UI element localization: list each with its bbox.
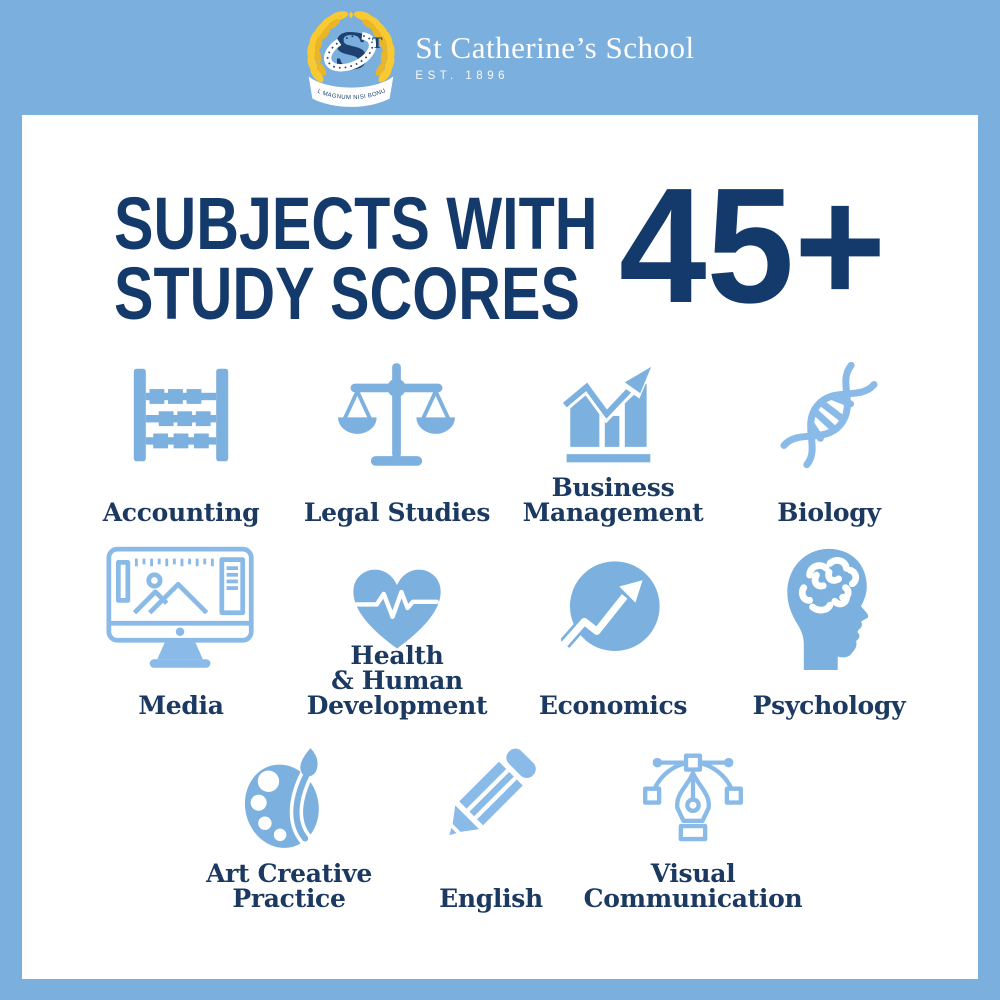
school-name: St Catherine’s School [415, 30, 695, 66]
subject-label: Media [138, 691, 224, 720]
subject-psychology: Psychology [721, 545, 937, 718]
growth-arrow-circle-icon [505, 545, 721, 671]
pencil-icon [371, 737, 611, 863]
subject-visual-communication: Visual Communication [573, 737, 813, 911]
subject-label: Legal Studies [303, 498, 491, 527]
heart-pulse-icon [289, 545, 505, 671]
head-with-brain-icon [721, 545, 937, 671]
subject-label: Psychology [752, 691, 906, 720]
subject-biology: Biology [721, 340, 937, 525]
subject-english: English [371, 737, 611, 911]
subject-label: Accounting [102, 498, 260, 527]
title-line-2: STUDY SCORES [114, 252, 581, 335]
subject-label: Business Management [522, 473, 704, 527]
subject-label: Visual Communication [583, 859, 803, 913]
title-line-1: SUBJECTS WITH [114, 182, 598, 265]
crest-monogram-t: T [373, 36, 384, 52]
subject-economics: Economics [505, 545, 721, 718]
subject-business-management: Business Management [505, 340, 721, 525]
page-title: SUBJECTS WITH STUDY SCORES [114, 182, 598, 335]
subject-art-creative-practice: Art Creative Practice [169, 737, 409, 911]
subject-label: Biology [777, 498, 881, 527]
scales-of-justice-icon [289, 340, 505, 490]
dna-helix-icon [721, 340, 937, 490]
score-value: 45+ [619, 154, 887, 337]
subject-media: Media [73, 545, 289, 718]
crest-monogram-s: S [333, 22, 369, 81]
established-year: EST. 1896 [415, 70, 509, 83]
subject-label: Economics [538, 691, 688, 720]
bar-chart-growth-arrow-icon [505, 340, 721, 490]
subject-label: Art Creative Practice [206, 859, 372, 913]
monitor-image-editor-icon [73, 545, 289, 671]
abacus-icon [73, 340, 289, 490]
header-banner: S T NIL MAGNUM NISI BONUM St Catherine’s… [0, 0, 1000, 115]
subject-legal-studies: Legal Studies [289, 340, 505, 525]
pen-nib-bezier-icon [573, 737, 813, 863]
palette-and-brush-icon [169, 737, 409, 863]
subject-label: Health & Human Development [306, 641, 488, 720]
subject-label: English [439, 884, 543, 913]
infographic-card: SUBJECTS WITH STUDY SCORES 45+ Accountin… [22, 115, 978, 979]
subject-health-human-development: Health & Human Development [289, 545, 505, 718]
subject-accounting: Accounting [73, 340, 289, 525]
school-crest-logo: S T NIL MAGNUM NISI BONUM [305, 10, 396, 107]
